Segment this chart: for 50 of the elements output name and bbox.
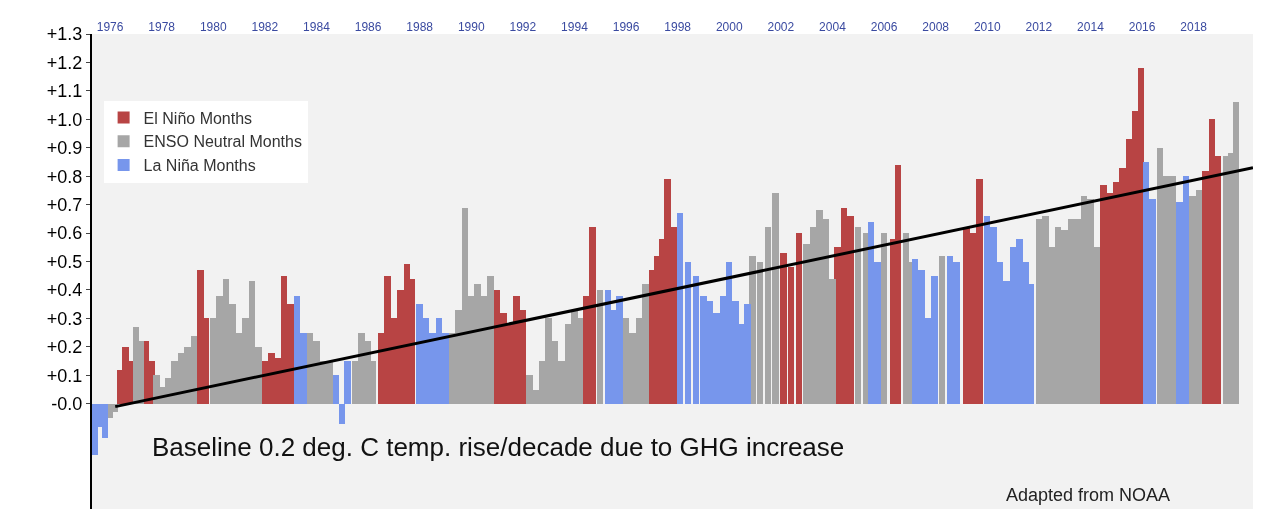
x-tick-label: 1980: [199, 19, 227, 34]
y-tick-label: +1.1: [46, 81, 83, 102]
x-tick-label: 1998: [664, 19, 692, 34]
bar: [855, 227, 861, 404]
bar: [796, 233, 802, 404]
y-tick-label: +0.5: [46, 251, 83, 272]
y-tick-label: +1.2: [46, 52, 83, 73]
x-tick-label: 1996: [612, 19, 640, 34]
bar: [677, 213, 683, 404]
y-tick-label: +0.2: [46, 337, 83, 358]
x-tick-label: 2016: [1128, 19, 1156, 34]
x-tick-label: 2018: [1180, 19, 1208, 34]
y-tick-label: +1.0: [46, 109, 83, 130]
x-tick-label: 2014: [1077, 19, 1105, 34]
y-tick-label: +0.9: [46, 138, 83, 159]
y-tick-label: +0.4: [46, 280, 83, 301]
bar: [333, 375, 339, 404]
x-tick-label: 2004: [819, 19, 847, 34]
legend-label: El Niño Months: [143, 109, 253, 127]
annotation: Baseline 0.2 deg. C temp. rise/decade due to GHG increase: [152, 432, 845, 462]
x-tick-label: 2010: [973, 19, 1001, 34]
bar: [685, 262, 691, 404]
annotation: Adapted from NOAA: [1006, 485, 1171, 505]
bar: [939, 256, 945, 404]
y-tick-label: +0.7: [46, 194, 83, 215]
x-tick-label: 1978: [148, 19, 176, 34]
bar: [881, 233, 887, 404]
x-tick-label: 1990: [457, 19, 485, 34]
legend-label: ENSO Neutral Months: [143, 133, 302, 151]
x-tick-label: 2012: [1025, 19, 1053, 34]
y-tick-label: +1.3: [46, 24, 83, 45]
x-tick-label: 2002: [767, 19, 795, 34]
x-tick-label: 1976: [96, 19, 124, 34]
bar: [597, 290, 603, 404]
x-tick-label: 1982: [251, 19, 279, 34]
legend-label: La Niña Months: [143, 157, 256, 175]
y-tick-label: +0.3: [46, 308, 83, 329]
x-tick-label: 1988: [406, 19, 434, 34]
x-tick-label: 1986: [354, 19, 382, 34]
x-tick-label: 2006: [870, 19, 898, 34]
x-tick-label: 1994: [561, 19, 589, 34]
x-tick-label: 2000: [715, 19, 743, 34]
y-tick-label: +0.8: [46, 166, 83, 187]
y-tick-label: +0.6: [46, 223, 83, 244]
x-tick-label: 1984: [303, 19, 331, 34]
y-tick-label: +0.1: [46, 365, 83, 386]
bar: [92, 404, 98, 455]
y-tick-label: -0.0: [51, 394, 83, 415]
x-tick-label: 1992: [509, 19, 537, 34]
x-tick-label: 2008: [922, 19, 950, 34]
